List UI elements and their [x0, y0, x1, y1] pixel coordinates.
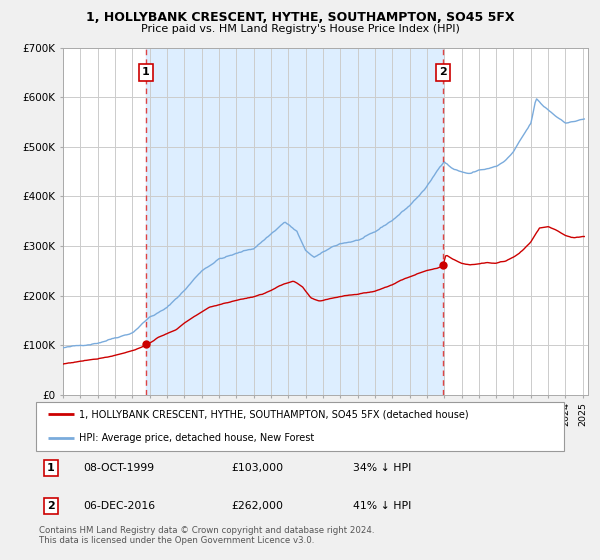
- Text: This data is licensed under the Open Government Licence v3.0.: This data is licensed under the Open Gov…: [39, 536, 314, 545]
- Text: 1: 1: [47, 463, 55, 473]
- Text: 06-DEC-2016: 06-DEC-2016: [83, 501, 155, 511]
- Text: 41% ↓ HPI: 41% ↓ HPI: [353, 501, 411, 511]
- Text: 1, HOLLYBANK CRESCENT, HYTHE, SOUTHAMPTON, SO45 5FX: 1, HOLLYBANK CRESCENT, HYTHE, SOUTHAMPTO…: [86, 11, 514, 24]
- Text: HPI: Average price, detached house, New Forest: HPI: Average price, detached house, New …: [79, 433, 314, 443]
- Text: 2: 2: [47, 501, 55, 511]
- Bar: [146, 48, 443, 395]
- Text: £262,000: £262,000: [232, 501, 283, 511]
- Text: 1, HOLLYBANK CRESCENT, HYTHE, SOUTHAMPTON, SO45 5FX (detached house): 1, HOLLYBANK CRESCENT, HYTHE, SOUTHAMPTO…: [79, 409, 469, 419]
- Text: 08-OCT-1999: 08-OCT-1999: [83, 463, 155, 473]
- FancyBboxPatch shape: [36, 402, 564, 451]
- Text: £103,000: £103,000: [232, 463, 283, 473]
- Text: 1: 1: [142, 67, 149, 77]
- Text: 34% ↓ HPI: 34% ↓ HPI: [353, 463, 411, 473]
- Text: 2: 2: [439, 67, 446, 77]
- Text: Contains HM Land Registry data © Crown copyright and database right 2024.: Contains HM Land Registry data © Crown c…: [39, 526, 374, 535]
- Text: Price paid vs. HM Land Registry's House Price Index (HPI): Price paid vs. HM Land Registry's House …: [140, 24, 460, 34]
